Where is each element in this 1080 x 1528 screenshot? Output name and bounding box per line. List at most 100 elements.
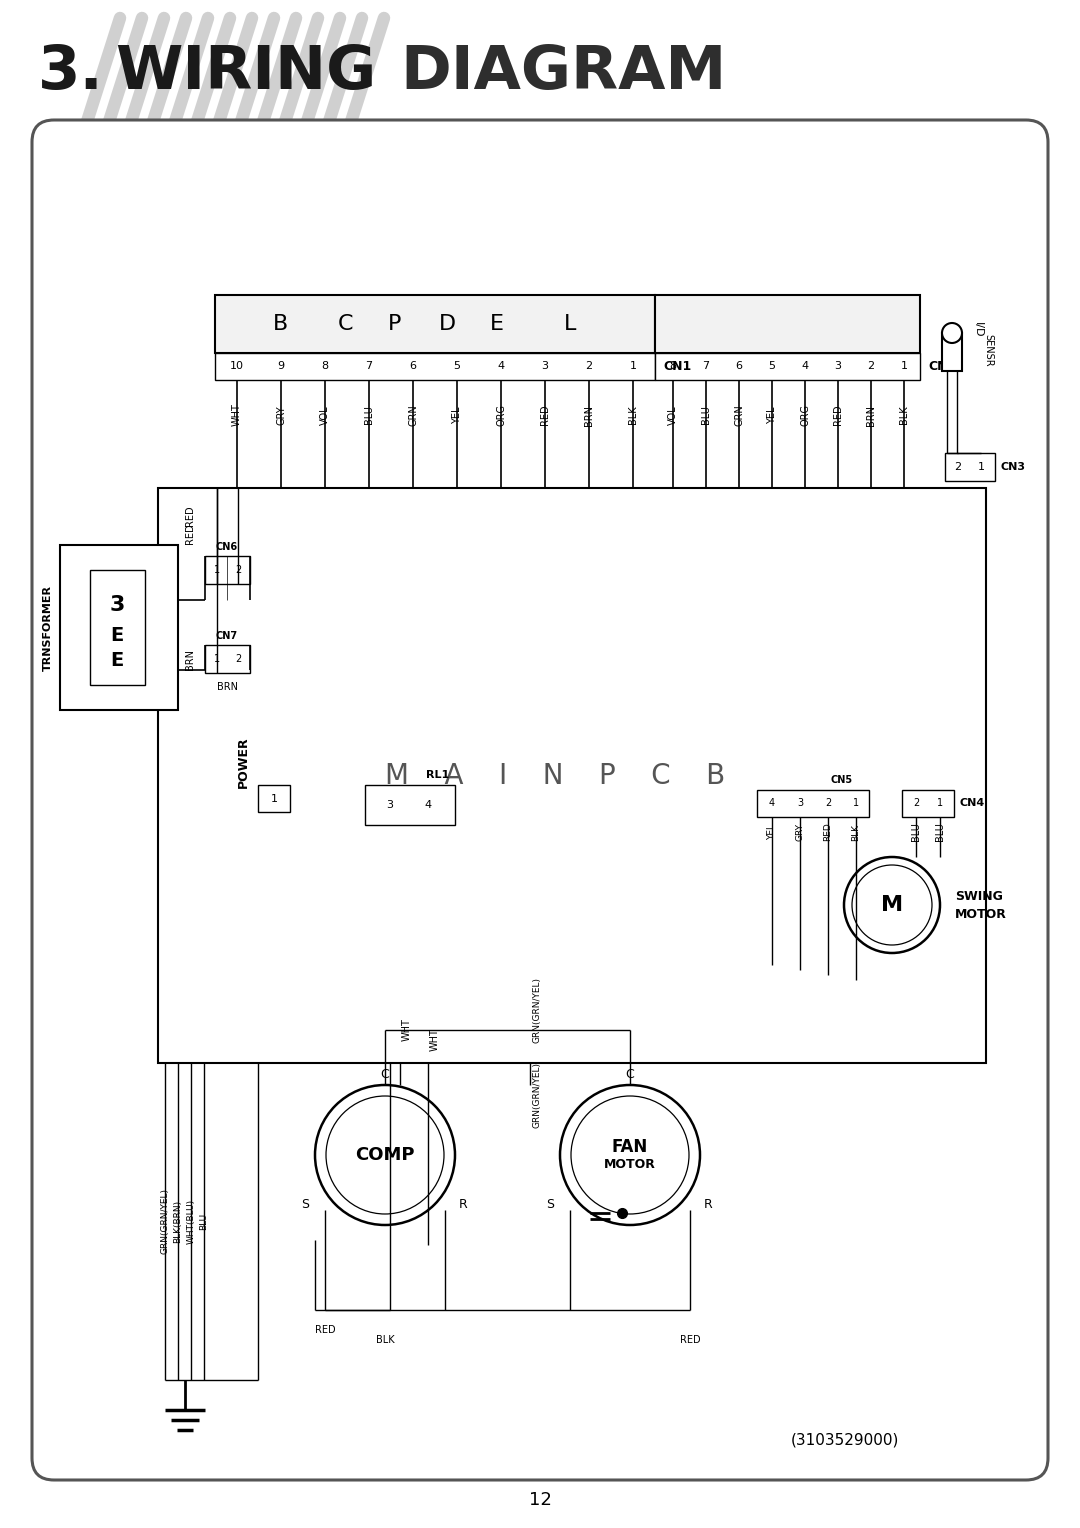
- Bar: [945, 452, 995, 481]
- Text: CN1: CN1: [663, 359, 691, 373]
- Text: 3: 3: [109, 594, 124, 614]
- Text: TRNSFORMER: TRNSFORMER: [43, 585, 53, 671]
- FancyBboxPatch shape: [32, 121, 1048, 1481]
- Text: M: M: [881, 895, 903, 915]
- Text: 8: 8: [670, 361, 676, 371]
- Bar: [90, 570, 145, 685]
- Text: RED: RED: [185, 524, 195, 544]
- Text: 3: 3: [797, 798, 804, 808]
- Bar: [654, 295, 920, 353]
- Bar: [942, 333, 962, 371]
- Text: GRY: GRY: [276, 405, 286, 425]
- Text: RED: RED: [540, 405, 550, 425]
- Text: BRN: BRN: [216, 681, 238, 692]
- Text: YEL: YEL: [767, 406, 777, 423]
- Text: CN7: CN7: [216, 631, 238, 642]
- Text: 3: 3: [387, 801, 393, 810]
- Circle shape: [315, 1085, 455, 1225]
- Text: BRN: BRN: [584, 405, 594, 425]
- Text: 5: 5: [769, 361, 775, 371]
- Text: RED: RED: [833, 405, 843, 425]
- Text: BLK: BLK: [627, 406, 638, 425]
- Circle shape: [571, 1096, 689, 1215]
- Circle shape: [843, 857, 940, 953]
- Text: COMP: COMP: [355, 1146, 415, 1164]
- Text: BLU: BLU: [364, 405, 374, 425]
- Text: 1: 1: [270, 795, 278, 804]
- Text: 1: 1: [630, 361, 636, 371]
- Text: VOL: VOL: [669, 405, 678, 425]
- Text: 2: 2: [867, 361, 875, 371]
- Text: R: R: [704, 1198, 713, 1212]
- Text: 2: 2: [234, 565, 241, 575]
- Text: MOTOR: MOTOR: [955, 908, 1007, 920]
- Bar: [365, 785, 455, 825]
- Text: WHT: WHT: [430, 1028, 440, 1051]
- Text: 4: 4: [498, 361, 504, 371]
- Circle shape: [852, 865, 932, 944]
- Text: S: S: [546, 1198, 554, 1212]
- Text: C: C: [337, 313, 353, 335]
- Text: 1: 1: [901, 361, 907, 371]
- Text: YEL: YEL: [453, 406, 462, 423]
- Text: 9: 9: [278, 361, 284, 371]
- Bar: [757, 790, 869, 817]
- Bar: [258, 785, 291, 811]
- Bar: [205, 556, 249, 584]
- Text: 4: 4: [769, 798, 775, 808]
- Text: 1: 1: [214, 654, 220, 665]
- Text: RED: RED: [314, 1325, 335, 1335]
- Text: M    A    I    N    P    C    B: M A I N P C B: [386, 761, 726, 790]
- Text: 1: 1: [977, 461, 985, 472]
- Text: RED: RED: [679, 1335, 700, 1345]
- Text: R: R: [459, 1198, 468, 1212]
- Text: BLU: BLU: [935, 822, 945, 842]
- Text: RED: RED: [824, 822, 833, 842]
- Text: 12: 12: [528, 1491, 552, 1510]
- Text: GRN(GRN/YEL): GRN(GRN/YEL): [532, 1062, 541, 1128]
- Text: GRN: GRN: [734, 403, 744, 426]
- Text: 1: 1: [937, 798, 943, 808]
- Text: CN2: CN2: [928, 359, 956, 373]
- Text: YEL: YEL: [768, 824, 777, 840]
- Text: BRN: BRN: [866, 405, 876, 425]
- Bar: [215, 295, 654, 353]
- Bar: [902, 790, 954, 817]
- Text: C: C: [380, 1068, 390, 1082]
- Text: GRN(GRN/YEL): GRN(GRN/YEL): [532, 976, 541, 1044]
- Text: BLU: BLU: [701, 405, 711, 425]
- Bar: [60, 545, 178, 711]
- Text: ORG: ORG: [496, 403, 507, 426]
- Text: I/D: I/D: [973, 322, 983, 338]
- Text: 2: 2: [955, 461, 961, 472]
- Text: BRN: BRN: [185, 648, 195, 669]
- Text: 8: 8: [322, 361, 328, 371]
- Text: MOTOR: MOTOR: [604, 1158, 656, 1172]
- Text: 3: 3: [541, 361, 549, 371]
- Text: BLK: BLK: [851, 824, 861, 840]
- Text: WHT: WHT: [402, 1019, 411, 1042]
- Text: 10: 10: [230, 361, 244, 371]
- Text: GRY: GRY: [796, 824, 805, 840]
- Bar: [205, 645, 249, 672]
- Text: 6: 6: [409, 361, 417, 371]
- Text: CN5: CN5: [831, 775, 853, 785]
- Circle shape: [326, 1096, 444, 1215]
- Text: 2: 2: [913, 798, 919, 808]
- Text: 5: 5: [454, 361, 460, 371]
- Text: 7: 7: [365, 361, 373, 371]
- Text: P: P: [389, 313, 402, 335]
- Text: WIRING: WIRING: [114, 43, 376, 101]
- Text: 2: 2: [234, 654, 241, 665]
- Text: WHT: WHT: [232, 403, 242, 426]
- Text: E: E: [110, 651, 123, 669]
- Text: SWING: SWING: [955, 889, 1003, 903]
- Text: B: B: [272, 313, 287, 335]
- Text: 6: 6: [735, 361, 743, 371]
- Text: 2: 2: [585, 361, 593, 371]
- Text: RED: RED: [185, 506, 195, 526]
- Bar: [654, 353, 920, 380]
- Circle shape: [942, 322, 962, 342]
- Text: BLK: BLK: [899, 406, 909, 425]
- Bar: [158, 487, 986, 1063]
